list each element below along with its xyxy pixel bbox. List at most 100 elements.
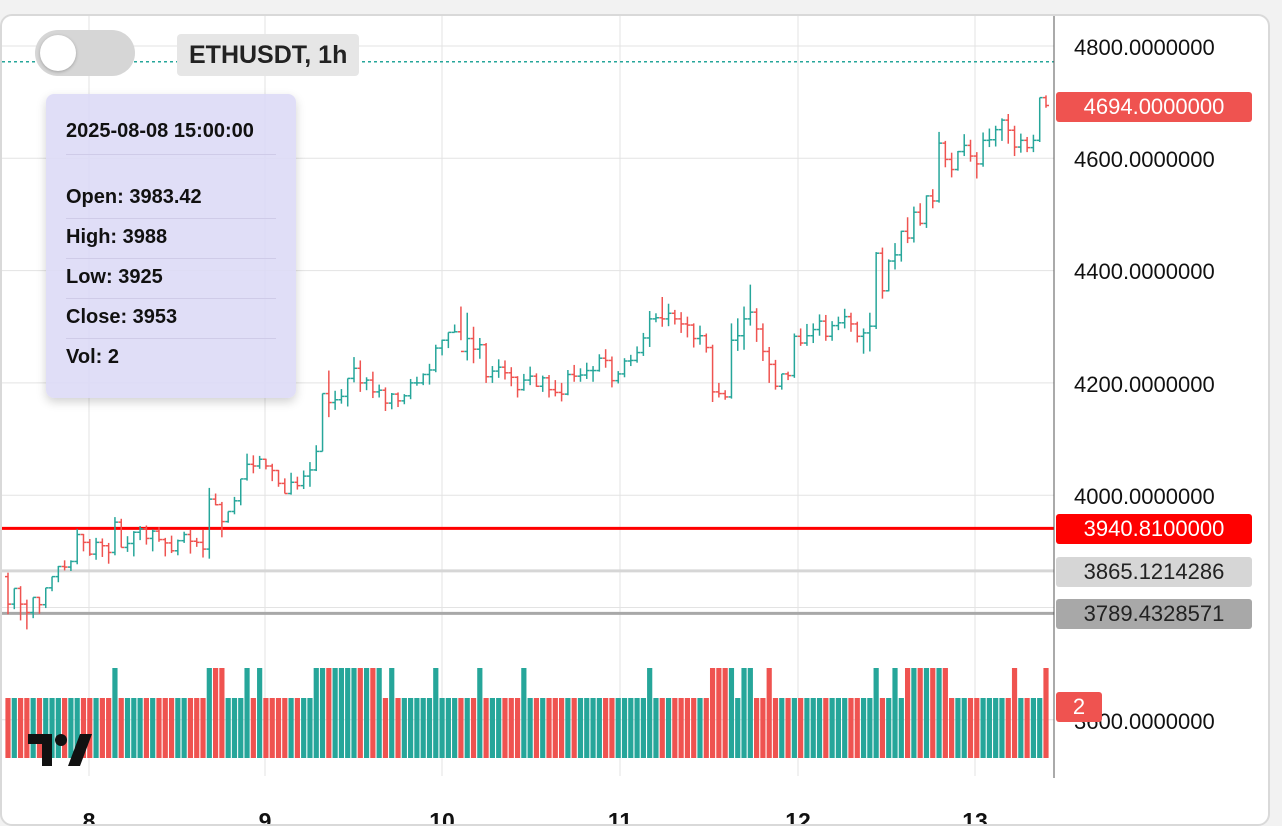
- volume-bar: [590, 698, 596, 758]
- volume-bar: [382, 698, 389, 758]
- volume-bar: [93, 698, 99, 758]
- ohlc-bar: [797, 328, 804, 346]
- toggle-knob[interactable]: [40, 35, 76, 71]
- ohlc-bar: [885, 259, 892, 292]
- ohlc-bar: [520, 373, 527, 391]
- ohlc-bar: [262, 458, 269, 470]
- tooltip-datetime: 2025-08-08 15:00:00: [66, 120, 254, 142]
- volume-bar: [213, 668, 219, 758]
- volume-bar: [181, 698, 187, 758]
- volume-bar: [351, 668, 357, 758]
- ohlc-bar: [615, 371, 622, 384]
- toggle-switch[interactable]: [35, 30, 135, 76]
- volume-bar: [502, 698, 508, 758]
- ohlc-bar: [351, 357, 357, 383]
- volume-bar: [691, 698, 697, 758]
- ohlc-bar: [954, 150, 961, 171]
- volume-bar: [791, 698, 797, 758]
- price-chart[interactable]: [2, 16, 1268, 824]
- volume-bar: [873, 668, 879, 758]
- volume-bar: [200, 698, 206, 758]
- volume-bar: [275, 698, 282, 758]
- y-tick-label: 4000.0000000: [1074, 484, 1215, 509]
- volume-bar: [62, 698, 68, 758]
- ohlc-bar: [149, 529, 156, 552]
- volume-bar: [653, 698, 659, 758]
- ohlc-bar: [495, 359, 502, 378]
- ohlc-bar: [338, 389, 345, 404]
- volume-bar: [294, 698, 300, 758]
- tooltip-separator: [66, 338, 276, 339]
- volume-bar: [11, 698, 17, 758]
- volume-bar: [458, 698, 464, 758]
- volume-bar: [527, 698, 533, 758]
- ohlc-bar: [778, 373, 785, 390]
- volume-bar: [816, 698, 823, 758]
- ohlc-bar: [49, 575, 56, 592]
- x-tick-label: 10: [429, 808, 455, 826]
- volume-bar: [898, 698, 904, 758]
- volume-bar: [603, 698, 609, 758]
- volume-bar: [779, 698, 785, 758]
- volume-bar: [584, 698, 590, 758]
- volume-bar: [74, 698, 80, 758]
- volume-bar: [741, 668, 747, 758]
- ohlc-bar: [879, 247, 886, 299]
- tooltip-low: Low: 3925: [66, 266, 163, 288]
- volume-bar: [401, 698, 407, 758]
- tooltip-separator: [66, 218, 276, 219]
- ohlc-bar: [231, 496, 238, 515]
- volume-bar: [735, 698, 741, 758]
- ohlc-bar: [288, 472, 295, 495]
- x-tick-label: 12: [785, 808, 811, 826]
- ohlc-bar: [741, 306, 748, 350]
- ohlc-bar: [174, 539, 181, 556]
- volume-bar: [24, 698, 30, 758]
- volume-bar: [867, 698, 873, 758]
- ohlc-bar: [244, 453, 251, 481]
- ohlc-bar: [690, 323, 697, 348]
- volume-bar: [936, 668, 942, 758]
- ohlc-bar: [1011, 125, 1018, 157]
- ohlc-bar: [608, 356, 615, 388]
- ohlc-bar: [904, 217, 911, 244]
- ohlc-bar: [791, 333, 798, 378]
- ohlc-bar: [118, 518, 125, 549]
- ohlc-bar: [753, 308, 760, 342]
- volume-bar: [678, 698, 684, 758]
- ohlc-bar: [439, 339, 446, 356]
- ohlc-bar: [1005, 113, 1012, 144]
- y-tick-label: 4600.0000000: [1074, 147, 1215, 172]
- volume-bar: [552, 698, 558, 758]
- volume-bar: [225, 698, 231, 758]
- volume-bar: [747, 668, 753, 758]
- last-price-label: 4694.0000000: [1056, 92, 1252, 122]
- ohlc-bar: [5, 572, 11, 615]
- volume-bar: [697, 698, 703, 758]
- ohlc-bar: [143, 525, 150, 545]
- ohlc-bar: [722, 390, 729, 400]
- volume-price-label: 2: [1056, 692, 1102, 722]
- volume-bar: [905, 668, 911, 758]
- tooltip-close: Close: 3953: [66, 306, 178, 328]
- ohlc-bar: [105, 542, 112, 564]
- volume-bar: [470, 698, 477, 758]
- volume-bar: [250, 698, 256, 758]
- volume-bar: [282, 698, 288, 758]
- tooltip-separator: [66, 154, 276, 155]
- ohlc-bar: [413, 376, 420, 386]
- volume-bar: [1037, 698, 1043, 758]
- ohlc-bar: [382, 387, 389, 411]
- volume-bar: [848, 698, 854, 758]
- ohlc-bar: [187, 530, 194, 554]
- ohlc-bar: [281, 478, 288, 495]
- ohlc-bar: [501, 360, 508, 380]
- volume-bar: [986, 698, 992, 758]
- volume-bar: [326, 668, 332, 758]
- volume-bar: [49, 698, 55, 758]
- ohlc-bar: [357, 360, 364, 392]
- volume-bar: [955, 698, 961, 758]
- ohlc-bar: [218, 501, 225, 538]
- ohlc-bar: [36, 596, 43, 614]
- volume-bar: [206, 668, 212, 758]
